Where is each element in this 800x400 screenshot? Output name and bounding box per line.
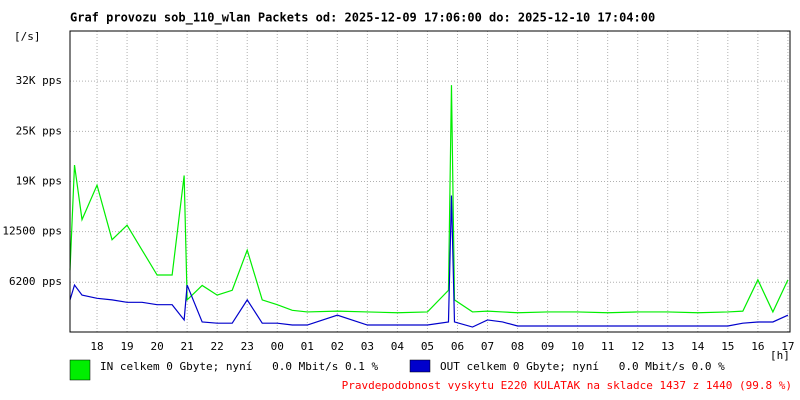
x-tick-label: 05 xyxy=(421,340,434,353)
x-tick-label: 19 xyxy=(120,340,133,353)
x-tick-label: 11 xyxy=(601,340,614,353)
x-tick-label: 06 xyxy=(451,340,464,353)
legend-swatch xyxy=(69,359,91,381)
x-tick-label: 03 xyxy=(361,340,374,353)
legend-swatch xyxy=(409,359,431,373)
series-line xyxy=(69,195,789,328)
plot-frame xyxy=(69,30,791,333)
y-tick-label: 32K pps xyxy=(16,74,62,87)
x-tick-label: 09 xyxy=(541,340,554,353)
x-tick-label: 13 xyxy=(661,340,674,353)
footer-note: Pravdepodobnost vyskytu E220 KULATAK na … xyxy=(342,379,792,392)
x-tick-label: 15 xyxy=(721,340,734,353)
x-unit: [h] xyxy=(770,349,790,362)
y-tick-label: 12500 pps xyxy=(2,225,62,238)
x-tick-label: 07 xyxy=(481,340,494,353)
x-tick-label: 02 xyxy=(331,340,344,353)
x-tick-label: 17 xyxy=(781,340,794,353)
series-line xyxy=(69,85,789,314)
x-tick-label: 01 xyxy=(301,340,314,353)
x-tick-label: 00 xyxy=(271,340,284,353)
y-tick-label: 19K pps xyxy=(16,175,62,188)
x-tick-label: 08 xyxy=(511,340,524,353)
legend-label: OUT celkem 0 Gbyte; nyní 0.0 Mbit/s 0.0 … xyxy=(440,360,725,373)
x-tick-label: 04 xyxy=(391,340,405,353)
legend-label: IN celkem 0 Gbyte; nyní 0.0 Mbit/s 0.1 % xyxy=(100,360,379,373)
x-tick-label: 20 xyxy=(150,340,163,353)
x-tick-label: 22 xyxy=(211,340,224,353)
x-tick-label: 16 xyxy=(751,340,764,353)
x-tick-label: 10 xyxy=(571,340,584,353)
y-unit: [/s] xyxy=(14,30,41,43)
chart-title: Graf provozu sob_110_wlan Packets od: 20… xyxy=(70,11,655,26)
y-tick-label: 25K pps xyxy=(16,124,62,137)
x-tick-label: 14 xyxy=(691,340,705,353)
x-tick-label: 21 xyxy=(181,340,194,353)
x-tick-label: 12 xyxy=(631,340,644,353)
y-tick-label: 6200 pps xyxy=(9,275,62,288)
x-tick-label: 18 xyxy=(90,340,103,353)
x-tick-label: 23 xyxy=(241,340,254,353)
